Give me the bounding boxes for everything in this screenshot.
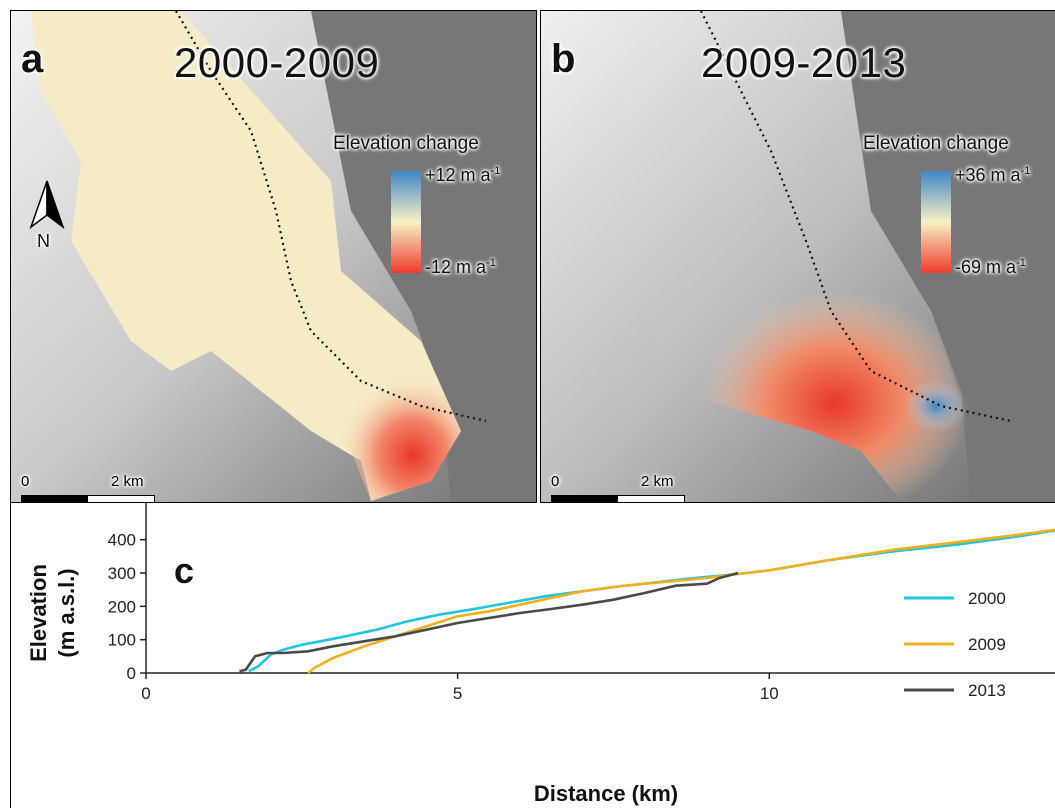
colorbar-min-b: -69 m a-1 [955, 257, 1026, 277]
x-tick-label: 5 [453, 684, 462, 703]
chart-legend: 2000 2009 2013 [904, 589, 1006, 700]
y-tick-label: 300 [108, 564, 136, 583]
colorbar-min-a: -12 m a-1 [425, 257, 496, 277]
elevation-profile-chart: c 0 100 200 300 400 0 5 10 2000 2009 2013 Distanc… [26, 503, 1055, 806]
colorbar-max-a: +12 m a-1 [425, 165, 501, 185]
x-axis-label: Distance (km) [534, 781, 678, 806]
north-arrow-icon [29, 180, 65, 230]
scale-distance-b: 2 km [641, 473, 674, 490]
period-title-a: 2000-2009 [174, 39, 380, 86]
glacier-change-b [631, 221, 971, 501]
period-title-b: 2009-2013 [701, 39, 907, 86]
y-tick-label: 200 [108, 597, 136, 616]
colorbar-max-b: +36 m a-1 [955, 165, 1031, 185]
scale-zero-a: 0 [21, 473, 30, 490]
colorbar-title-a: Elevation change [333, 133, 479, 154]
chart-axes: 0 100 200 300 400 0 5 10 [108, 503, 1055, 703]
north-label: N [37, 231, 50, 251]
scale-zero-b: 0 [551, 473, 560, 490]
elevation-profile-panel: c 0 100 200 300 400 0 5 10 2000 2009 2013 Distanc… [10, 503, 1055, 808]
x-tick-label: 0 [141, 684, 150, 703]
chart-series [239, 528, 1055, 675]
y-tick-label: 0 [127, 664, 136, 683]
legend-label-2009: 2009 [968, 635, 1006, 654]
panel-letter-c: c [174, 550, 194, 591]
x-tick-label: 10 [760, 684, 779, 703]
panel-letter-b: b [551, 37, 576, 81]
colorbar-a [391, 171, 421, 273]
y-tick-label: 400 [108, 531, 136, 550]
series-line-2009 [307, 528, 1055, 675]
y-axis-label-line1: Elevation [26, 564, 51, 662]
colorbar-b [921, 171, 951, 273]
series-line-2000 [248, 529, 1055, 673]
y-axis-label-line2: (m a.s.l.) [54, 568, 79, 657]
scale-distance-a: 2 km [111, 473, 144, 490]
legend-label-2000: 2000 [968, 589, 1006, 608]
map-panel-b: b 2009-2013 Elevation change +36 m a-1 -… [540, 10, 1055, 503]
y-tick-label: 100 [108, 631, 136, 650]
legend-label-2013: 2013 [968, 681, 1006, 700]
series-line-2013 [239, 571, 739, 673]
colorbar-title-b: Elevation change [863, 133, 1009, 154]
map-panel-a: a 2000-2009 Elevation change +12 m a-1 -… [10, 10, 537, 503]
panel-letter-a: a [21, 37, 44, 81]
map-image-a [11, 11, 536, 502]
